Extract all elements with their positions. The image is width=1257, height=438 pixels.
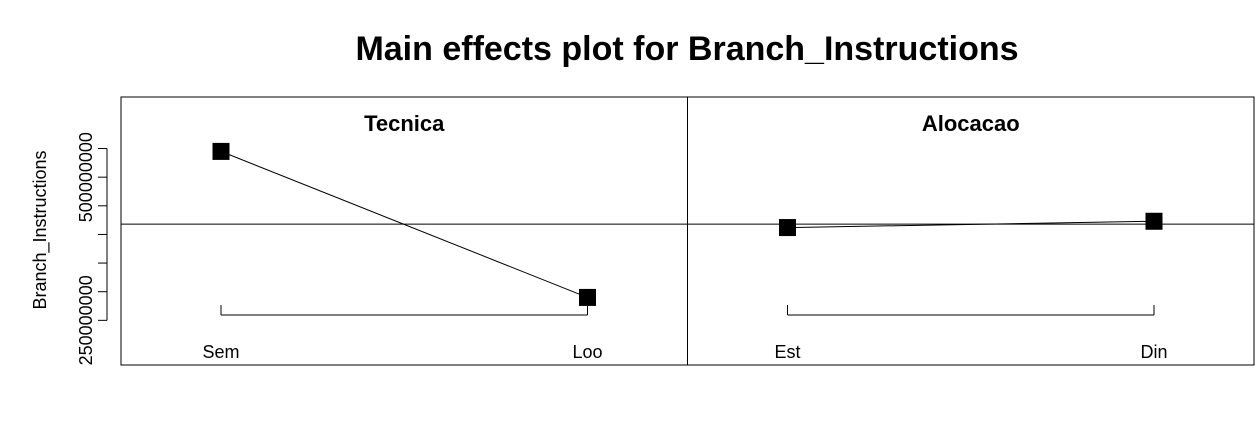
panel-alocacao: Alocacao Est Din xyxy=(687,96,1255,366)
effect-point xyxy=(212,142,230,160)
effect-point xyxy=(579,288,596,306)
y-tick-label: 250000000 xyxy=(76,275,96,365)
category-label: Est xyxy=(774,342,800,362)
y-axis-ticks: 250000000 500000000 xyxy=(76,132,107,365)
category-label: Din xyxy=(1140,342,1167,362)
y-tick-label: 500000000 xyxy=(76,132,96,222)
category-label: Sem xyxy=(202,342,239,362)
panel-title: Tecnica xyxy=(364,111,445,136)
effect-line xyxy=(220,150,588,298)
panel-tecnica: Tecnica Sem Loo xyxy=(120,96,688,366)
effect-point xyxy=(1145,212,1163,230)
effect-line xyxy=(787,220,1155,229)
panel-frame xyxy=(687,96,1255,366)
y-axis-label: Branch_Instructions xyxy=(30,150,51,309)
chart-panels: Tecnica Sem Loo Alocacao Est Din xyxy=(120,96,1255,366)
category-label: Loo xyxy=(572,342,602,362)
chart-title: Main effects plot for Branch_Instruction… xyxy=(355,30,1018,68)
panel-frame xyxy=(120,96,688,366)
effect-point xyxy=(779,219,796,237)
panel-title: Alocacao xyxy=(922,111,1020,136)
